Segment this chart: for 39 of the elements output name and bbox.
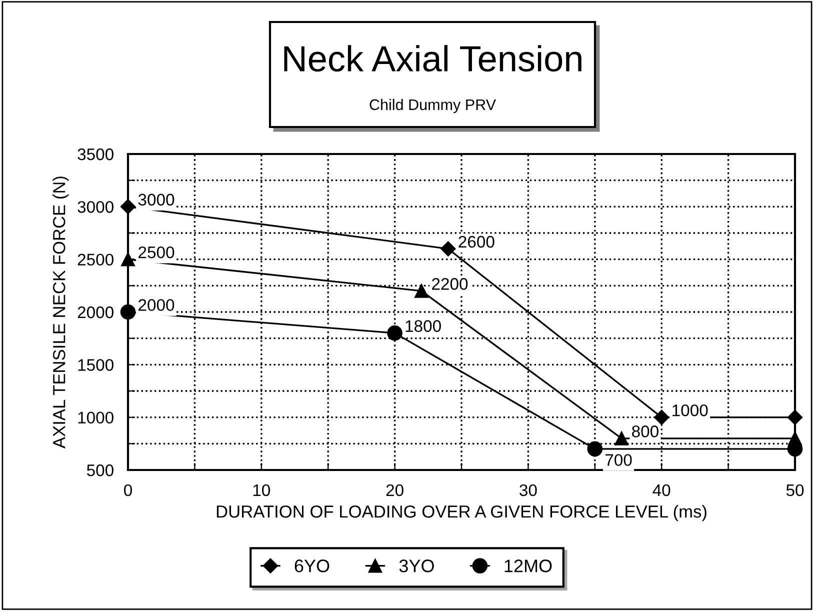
y-tick-label: 2500 — [78, 254, 114, 266]
x-tick-label: 10 — [253, 484, 270, 496]
data-label: 2600 — [458, 236, 494, 248]
y-axis-title: AXIAL TENSILE NECK FORCE (N) — [52, 176, 69, 448]
y-tick-label: 1500 — [78, 359, 114, 371]
y-tick-label: 3500 — [78, 148, 114, 160]
point — [414, 284, 428, 298]
point — [587, 441, 603, 457]
data-label: 2000 — [138, 299, 174, 311]
y-tick-label: 3000 — [78, 201, 114, 213]
legend-label: 6YO — [294, 560, 330, 572]
chart-title: Neck Axial Tension — [284, 45, 582, 72]
data-label: 2500 — [138, 246, 174, 258]
point — [654, 410, 670, 425]
x-tick-label: 20 — [386, 484, 404, 496]
point — [440, 241, 456, 256]
legend-label: 12MO — [504, 560, 552, 572]
y-tick-label: 2000 — [78, 306, 114, 318]
y-tick-label: 1000 — [78, 412, 114, 424]
point — [121, 252, 135, 266]
point — [614, 431, 629, 446]
data-label: 800 — [632, 426, 658, 438]
data-label: 3000 — [138, 194, 174, 206]
point — [120, 199, 136, 214]
legend-label: 3YO — [399, 560, 434, 572]
x-axis-title: DURATION OF LOADING OVER A GIVEN FORCE LEVEL (ms) — [216, 504, 706, 522]
point — [120, 304, 136, 320]
x-tick-label: 30 — [520, 484, 537, 496]
point — [787, 410, 803, 425]
data-label: 1000 — [672, 404, 708, 416]
point — [387, 325, 402, 341]
data-label: 2200 — [432, 278, 468, 290]
x-tick-label: 50 — [786, 484, 804, 496]
x-tick-label: 40 — [652, 484, 670, 496]
data-label: 1800 — [406, 320, 441, 332]
x-tick-label: 0 — [124, 484, 132, 496]
y-tick-label: 500 — [86, 464, 114, 476]
chart-subtitle: Child Dummy PRV — [370, 98, 496, 114]
data-label: 700 — [605, 454, 632, 466]
